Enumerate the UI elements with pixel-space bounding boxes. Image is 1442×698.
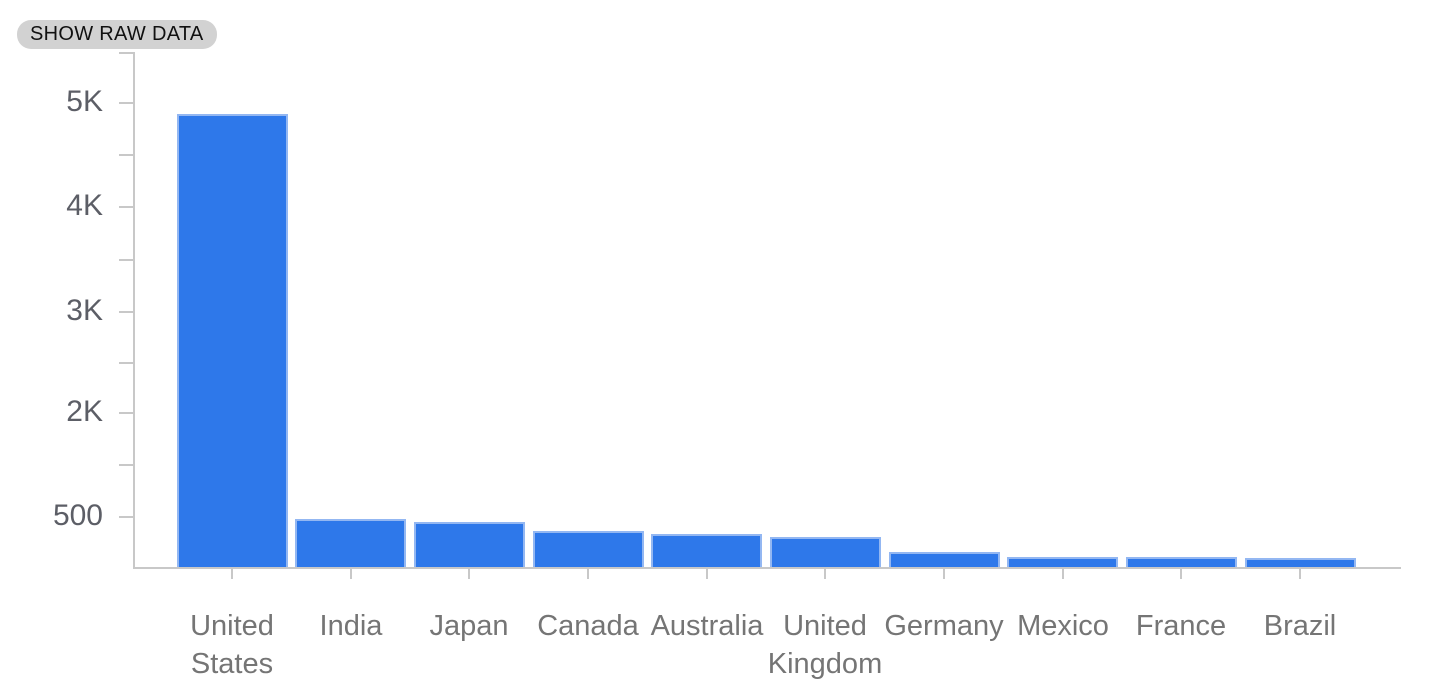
bar-brazil[interactable] <box>1245 558 1356 567</box>
bar-united-kingdom[interactable] <box>770 537 881 567</box>
bar-france[interactable] <box>1126 557 1237 567</box>
x-axis-tick <box>1180 567 1182 579</box>
bar-japan[interactable] <box>414 522 525 567</box>
x-axis-label-united-states: United States <box>190 610 274 680</box>
y-axis-tick <box>119 412 135 414</box>
x-axis-tick <box>1299 567 1301 579</box>
bar-mexico[interactable] <box>1007 557 1118 567</box>
y-axis-label-500: 500 <box>52 499 103 532</box>
x-axis-tick <box>1062 567 1064 579</box>
x-axis-tick <box>468 567 470 579</box>
show-raw-data-button[interactable]: SHOW RAW DATA <box>17 20 217 49</box>
bar-united-states[interactable] <box>177 114 288 567</box>
y-axis-label-5k: 5K <box>66 85 103 118</box>
x-axis-label-canada: Canada <box>537 610 639 642</box>
y-axis-tick <box>119 362 135 364</box>
x-axis-tick <box>824 567 826 579</box>
x-axis-label-mexico: Mexico <box>1017 610 1109 642</box>
x-axis-label-australia: Australia <box>650 610 764 642</box>
bar-india[interactable] <box>295 519 406 567</box>
y-axis-tick <box>119 102 135 104</box>
y-axis-tick <box>119 259 135 261</box>
y-axis-label-4k: 4K <box>66 189 103 222</box>
x-axis-tick <box>706 567 708 579</box>
y-axis-tick <box>119 311 135 313</box>
x-axis-label-brazil: Brazil <box>1263 610 1337 642</box>
x-axis-label-germany: Germany <box>884 610 1004 642</box>
x-axis-label-india: India <box>319 610 383 642</box>
x-axis-line <box>133 567 1401 569</box>
y-axis-tick <box>119 52 135 54</box>
bar-australia[interactable] <box>651 534 762 567</box>
y-axis-label-3k: 3K <box>66 294 103 327</box>
x-axis-label-japan: Japan <box>429 610 509 642</box>
x-axis-label-united-kingdom: United Kingdom <box>767 610 883 680</box>
y-axis-tick <box>119 516 135 518</box>
y-axis-tick <box>119 206 135 208</box>
x-axis-tick <box>231 567 233 579</box>
bar-germany[interactable] <box>889 552 1000 567</box>
x-axis-tick <box>350 567 352 579</box>
y-axis-tick <box>119 154 135 156</box>
x-axis-label-france: France <box>1135 610 1227 642</box>
y-axis-label-2k: 2K <box>66 395 103 428</box>
bar-canada[interactable] <box>533 531 644 567</box>
x-axis-tick <box>587 567 589 579</box>
y-axis-line <box>133 52 135 569</box>
x-axis-tick <box>943 567 945 579</box>
y-axis-tick <box>119 464 135 466</box>
